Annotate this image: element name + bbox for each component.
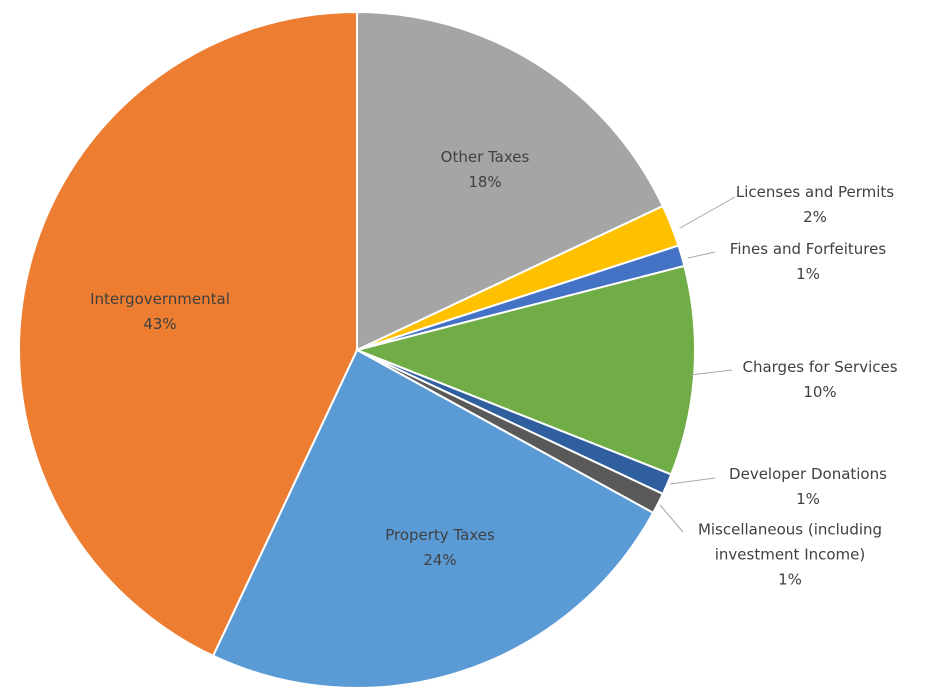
leader-line [689, 369, 733, 376]
slice-label: Intergovernmental 43% [60, 287, 260, 337]
slice-value: 43% [143, 315, 177, 333]
slice-label: Developer Donations 1% [698, 462, 918, 512]
leader-line [659, 504, 684, 533]
pie-slice [18, 10, 358, 658]
pie-slice [211, 348, 655, 689]
slice-value: 1% [796, 490, 820, 508]
slice-label: Charges for Services 10% [720, 355, 920, 405]
pie-slice [356, 10, 665, 352]
slice-name: Charges for Services [742, 358, 898, 376]
pie-slice [353, 264, 696, 476]
slice-value: 18% [468, 173, 502, 191]
leader-line [679, 196, 736, 229]
slice-name: Intergovernmental [90, 290, 230, 308]
slice-label: Property Taxes 24% [340, 523, 540, 573]
slice-label: Fines and Forfeitures 1% [698, 237, 918, 287]
leader-line [687, 251, 716, 259]
slice-label: Miscellaneous (including investment Inco… [680, 518, 900, 593]
slice-value: 1% [778, 570, 802, 589]
slice-name: Miscellaneous (including investment Inco… [697, 520, 883, 564]
slice-name: Other Taxes [440, 148, 530, 166]
slice-name: Developer Donations [729, 465, 887, 483]
slice-value: 2% [803, 208, 827, 226]
slice-value: 24% [423, 551, 457, 569]
leader-line [669, 477, 716, 485]
slice-label: Licenses and Permits 2% [715, 180, 915, 230]
slice-name: Licenses and Permits [735, 183, 895, 201]
slice-value: 1% [796, 265, 820, 283]
slice-name: Property Taxes [385, 526, 495, 544]
slice-label: Other Taxes 18% [385, 145, 585, 195]
slice-value: 10% [803, 383, 837, 401]
slice-name: Fines and Forfeitures [729, 240, 887, 258]
